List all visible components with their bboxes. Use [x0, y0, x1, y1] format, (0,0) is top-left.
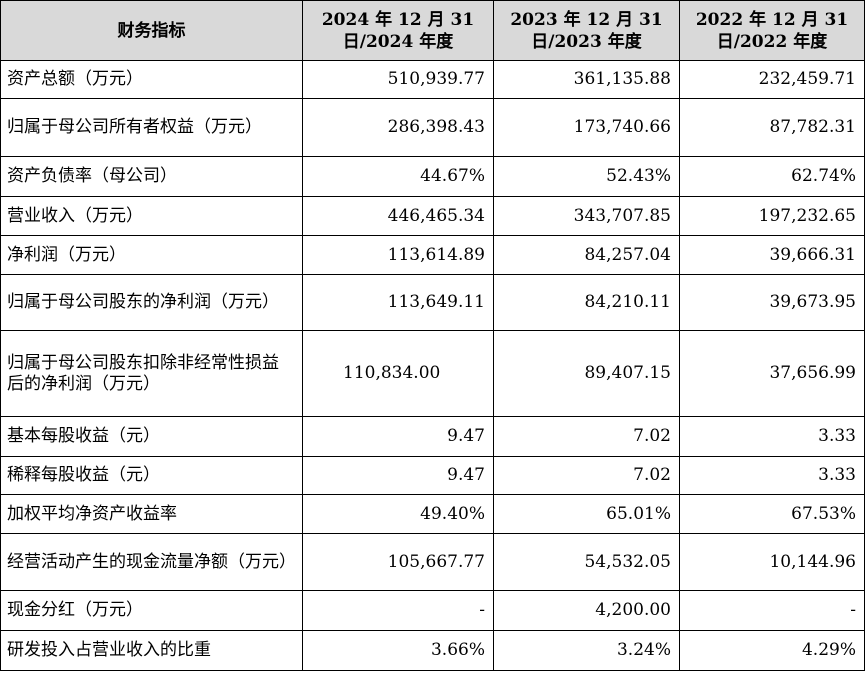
value-2022: 39,673.95 [679, 274, 865, 331]
financial-indicators-table: 财务指标 2024 年 12 月 31 日/2024 年度 2023 年 12 … [0, 0, 865, 671]
table-row: 净利润（万元） 113,614.89 84,257.04 39,666.31 [0, 235, 865, 275]
table-header-row: 财务指标 2024 年 12 月 31 日/2024 年度 2023 年 12 … [0, 0, 865, 61]
value-2024: 9.47 [302, 416, 494, 457]
value-2024: 44.67% [302, 156, 494, 197]
table-row: 基本每股收益（元） 9.47 7.02 3.33 [0, 416, 865, 457]
value-2022: 4.29% [679, 630, 865, 671]
value-2024: - [302, 590, 494, 631]
table-row: 资产总额（万元） 510,939.77 361,135.88 232,459.7… [0, 60, 865, 99]
value-2022: 67.53% [679, 494, 865, 534]
row-label: 归属于母公司股东扣除非经常性损益后的净利润（万元） [0, 330, 303, 417]
value-2023: 52.43% [493, 156, 680, 197]
value-2024: 510,939.77 [302, 60, 494, 99]
value-2023: 84,257.04 [493, 235, 680, 275]
value-2022: 3.33 [679, 456, 865, 495]
value-2022: 62.74% [679, 156, 865, 197]
value-2023: 7.02 [493, 416, 680, 457]
value-2023: 89,407.15 [493, 330, 680, 417]
table-row: 现金分红（万元） - 4,200.00 - [0, 590, 865, 631]
value-2023: 343,707.85 [493, 196, 680, 236]
row-label: 净利润（万元） [0, 235, 303, 275]
value-2024: 286,398.43 [302, 98, 494, 157]
table-row: 稀释每股收益（元） 9.47 7.02 3.33 [0, 456, 865, 495]
value-2023: 54,532.05 [493, 533, 680, 591]
value-2023: 7.02 [493, 456, 680, 495]
table-row: 经营活动产生的现金流量净额（万元） 105,667.77 54,532.05 1… [0, 533, 865, 591]
row-label: 资产负债率（母公司） [0, 156, 303, 197]
value-2022: 3.33 [679, 416, 865, 457]
table-row: 加权平均净资产收益率 49.40% 65.01% 67.53% [0, 494, 865, 534]
value-2022: 87,782.31 [679, 98, 865, 157]
header-2024: 2024 年 12 月 31 日/2024 年度 [302, 0, 494, 61]
value-2024: 113,649.11 [302, 274, 494, 331]
row-label: 营业收入（万元） [0, 196, 303, 236]
table-row: 资产负债率（母公司） 44.67% 52.43% 62.74% [0, 156, 865, 197]
value-2022: 10,144.96 [679, 533, 865, 591]
value-2023: 173,740.66 [493, 98, 680, 157]
table-row: 归属于母公司股东扣除非经常性损益后的净利润（万元） 110,834.00 89,… [0, 330, 865, 417]
value-2022: 197,232.65 [679, 196, 865, 236]
value-2022: 232,459.71 [679, 60, 865, 99]
value-2022: 39,666.31 [679, 235, 865, 275]
value-2023: 84,210.11 [493, 274, 680, 331]
row-label: 经营活动产生的现金流量净额（万元） [0, 533, 303, 591]
value-2024: 113,614.89 [302, 235, 494, 275]
value-2024: 49.40% [302, 494, 494, 534]
row-label: 稀释每股收益（元） [0, 456, 303, 495]
value-2023: 65.01% [493, 494, 680, 534]
value-2022: 37,656.99 [679, 330, 865, 417]
row-label: 研发投入占营业收入的比重 [0, 630, 303, 671]
table-row: 归属于母公司所有者权益（万元） 286,398.43 173,740.66 87… [0, 98, 865, 157]
row-label: 现金分红（万元） [0, 590, 303, 631]
row-label: 基本每股收益（元） [0, 416, 303, 457]
row-label: 归属于母公司股东的净利润（万元） [0, 274, 303, 331]
table-row: 研发投入占营业收入的比重 3.66% 3.24% 4.29% [0, 630, 865, 671]
row-label: 加权平均净资产收益率 [0, 494, 303, 534]
table-row: 营业收入（万元） 446,465.34 343,707.85 197,232.6… [0, 196, 865, 236]
row-label: 归属于母公司所有者权益（万元） [0, 98, 303, 157]
header-indicator: 财务指标 [0, 0, 303, 61]
table-row: 归属于母公司股东的净利润（万元） 113,649.11 84,210.11 39… [0, 274, 865, 331]
value-2023: 361,135.88 [493, 60, 680, 99]
value-2024: 3.66% [302, 630, 494, 671]
row-label: 资产总额（万元） [0, 60, 303, 99]
value-2023: 3.24% [493, 630, 680, 671]
header-2022: 2022 年 12 月 31 日/2022 年度 [679, 0, 865, 61]
value-2024: 105,667.77 [302, 533, 494, 591]
value-2022: - [679, 590, 865, 631]
value-2024: 446,465.34 [302, 196, 494, 236]
value-2024: 9.47 [302, 456, 494, 495]
header-2023: 2023 年 12 月 31 日/2023 年度 [493, 0, 680, 61]
value-2024: 110,834.00 [302, 330, 494, 417]
value-2023: 4,200.00 [493, 590, 680, 631]
